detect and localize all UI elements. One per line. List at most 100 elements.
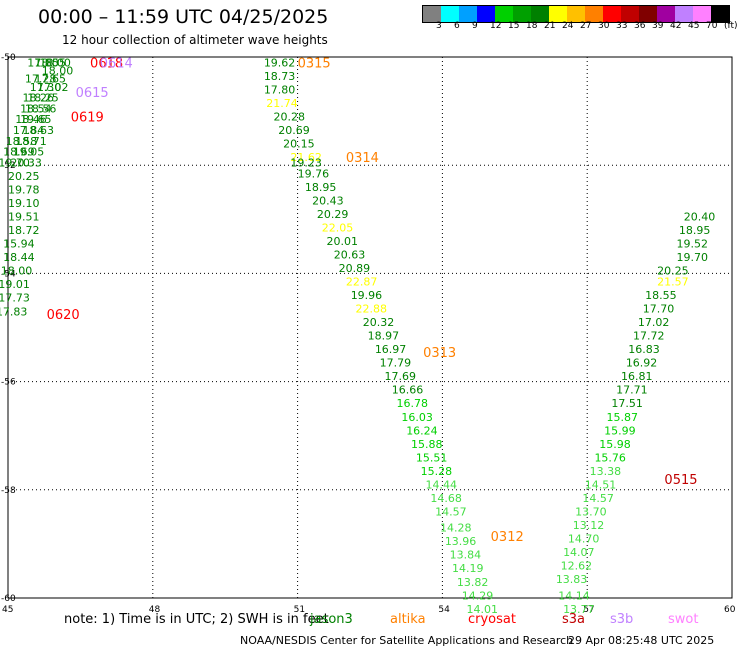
wave-height-value: 20.63 <box>334 248 366 261</box>
wave-height-value: 18.95 <box>305 181 337 194</box>
wave-height-value: 14.29 <box>462 589 494 602</box>
color-scale-cell <box>657 6 675 22</box>
wave-height-value: 13.77 <box>563 603 595 616</box>
color-scale-label: 36 <box>634 21 646 31</box>
color-scale-cell <box>585 6 603 22</box>
wave-height-value: 14.57 <box>435 505 467 518</box>
wave-height-value: 20.33 <box>10 156 42 169</box>
wave-height-value: 19.65 <box>20 113 52 126</box>
wave-height-value: 20.01 <box>327 235 359 248</box>
wave-height-value: 14.68 <box>430 492 462 505</box>
x-tick-label: 48 <box>149 605 161 615</box>
pass-label: 0313 <box>423 346 456 361</box>
wave-height-value: 17.02 <box>638 316 670 329</box>
wave-height-value: 17.72 <box>633 330 665 343</box>
wave-height-value: 15.87 <box>607 411 639 424</box>
wave-height-value: 17.69 <box>384 370 416 383</box>
color-scale-cell <box>675 6 693 22</box>
wave-height-value: 19.76 <box>298 167 330 180</box>
legend-item-s3a: s3a <box>562 612 586 627</box>
color-scale-cell <box>423 6 441 22</box>
wave-height-value: 20.28 <box>273 111 305 124</box>
footer-credit: NOAA/NESDIS Center for Satellite Applica… <box>240 634 574 647</box>
color-scale-cell <box>567 6 585 22</box>
y-tick-label: -52 <box>1 161 16 171</box>
wave-height-value: 15.94 <box>3 238 34 251</box>
wave-height-value: 16.66 <box>392 384 424 397</box>
wave-height-value: 13.38 <box>590 465 622 478</box>
pass-label: 0314 <box>346 151 379 166</box>
color-scale-cell <box>693 6 711 22</box>
wave-height-value: 15.88 <box>411 438 443 451</box>
wave-height-value: 18.55 <box>645 289 677 302</box>
wave-height-value: 18.00 <box>42 65 74 78</box>
color-scale-cell <box>639 6 657 22</box>
wave-height-value: 17.70 <box>643 303 675 316</box>
wave-height-value: 17.73 <box>0 292 30 305</box>
y-tick-label: -58 <box>1 486 16 496</box>
pass-label: 0615 <box>76 86 109 101</box>
wave-height-value: 14.14 <box>558 589 590 602</box>
color-scale-label: 39 <box>652 21 664 31</box>
pass-label: 0315 <box>298 56 331 71</box>
wave-height-value: 20.89 <box>339 262 371 275</box>
wave-height-value: 18.00 <box>1 265 32 278</box>
wave-height-value: 21.57 <box>657 276 689 289</box>
wave-height-value: 13.12 <box>573 519 605 532</box>
color-scale-cell <box>549 6 567 22</box>
x-tick-label: 51 <box>294 605 305 615</box>
wave-height-value: 19.51 <box>8 211 40 224</box>
wave-height-value: 14.51 <box>585 478 617 491</box>
page-subtitle: 12 hour collection of altimeter wave hei… <box>62 33 328 47</box>
wave-height-value: 20.15 <box>283 138 315 151</box>
wave-height-value: 18.00 <box>39 56 71 69</box>
wave-height-value: 13.70 <box>575 505 607 518</box>
wave-height-value: 20.25 <box>657 265 689 278</box>
wave-height-value: 22.87 <box>346 276 378 289</box>
color-scale-label: 33 <box>616 21 628 31</box>
wave-height-value: 18.58 <box>6 135 38 148</box>
wave-height-value: 12.62 <box>561 560 593 573</box>
wave-height-value: 17.83 <box>0 305 27 318</box>
wave-height-value: 15.99 <box>604 424 636 437</box>
wave-height-value: 20.32 <box>363 316 395 329</box>
wave-height-value: 14.70 <box>568 532 600 545</box>
wave-height-value: 17.80 <box>27 56 59 69</box>
wave-height-value: 14.07 <box>563 546 595 559</box>
wave-height-value: 19.70 <box>0 156 30 169</box>
units-note: note: 1) Time is in UTC; 2) SWH is in fe… <box>64 612 329 627</box>
wave-height-value: 18.44 <box>3 251 34 264</box>
color-scale-label: 42 <box>670 21 682 31</box>
color-scale-label: 24 <box>562 21 574 31</box>
wave-height-value: 15.51 <box>416 451 448 464</box>
color-scale-label: 6 <box>454 21 460 31</box>
y-tick-label: -60 <box>1 594 16 604</box>
x-tick-label: 57 <box>583 605 594 615</box>
wave-height-value: 18.63 <box>22 124 54 137</box>
wave-height-value: 14.44 <box>426 478 458 491</box>
color-scale-label: 9 <box>472 21 478 31</box>
wave-height-value: 18.25 <box>27 92 59 105</box>
pass-label: 0515 <box>664 473 697 488</box>
wave-height-value: 20.29 <box>317 208 349 221</box>
legend-item-swot: swot <box>668 612 699 627</box>
wave-height-value: 20.40 <box>684 211 716 224</box>
color-scale-cell <box>477 6 495 22</box>
color-scale-cell <box>603 6 621 22</box>
y-tick-label: -54 <box>1 269 16 279</box>
wave-height-value: 16.78 <box>397 397 429 410</box>
wave-height-value: 22.88 <box>356 303 388 316</box>
wave-height-value: 13.82 <box>457 576 489 589</box>
pass-label: 0620 <box>47 308 80 323</box>
wave-height-value: 14.28 <box>440 522 472 535</box>
wave-height-value: 18.26 <box>22 92 54 105</box>
color-scale-cell <box>459 6 477 22</box>
wave-height-value: 18.46 <box>15 113 46 126</box>
color-scale-label: 45 <box>688 21 700 31</box>
x-tick-label: 54 <box>438 605 450 615</box>
color-scale-label: 3 <box>436 21 442 31</box>
color-scale-cell <box>531 6 549 22</box>
color-scale-cell <box>621 6 639 22</box>
legend-item-jason3: jason3 <box>310 612 353 627</box>
wave-height-value: 19.96 <box>351 289 383 302</box>
